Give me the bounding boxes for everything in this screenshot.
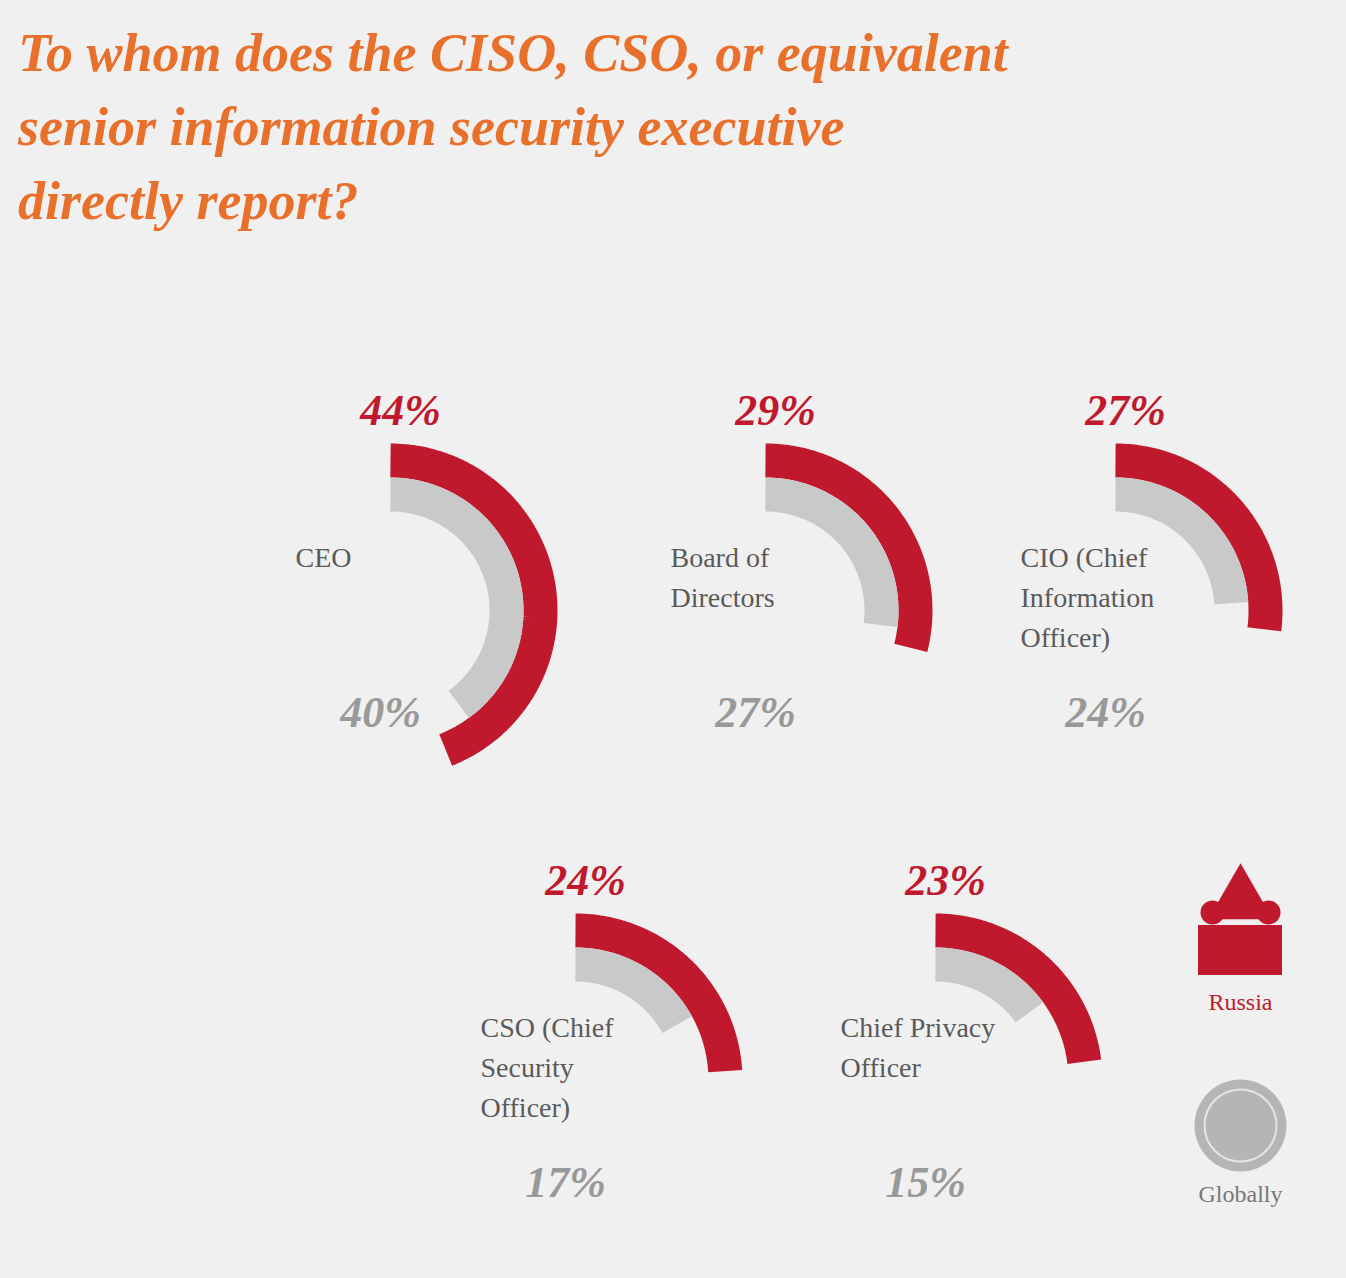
svg-text:Board ofDirectors: Board ofDirectors (671, 542, 775, 613)
svg-text:15%: 15% (885, 1158, 966, 1207)
svg-text:17%: 17% (525, 1158, 606, 1207)
svg-text:Russia: Russia (1208, 989, 1272, 1015)
svg-text:Globally: Globally (1199, 1181, 1283, 1207)
svg-text:23%: 23% (904, 856, 986, 905)
svg-text:Chief PrivacyOfficer: Chief PrivacyOfficer (841, 1012, 996, 1083)
svg-text:CSO (ChiefSecurityOfficer): CSO (ChiefSecurityOfficer) (481, 1012, 615, 1123)
svg-text:CEO: CEO (296, 542, 352, 573)
svg-text:27%: 27% (1084, 386, 1166, 435)
html-text:To whom does the CISO, CSO, or: To whom does the CISO, CSO, or equivalen… (18, 23, 1008, 231)
svg-text:27%: 27% (714, 688, 796, 737)
svg-text:24%: 24% (1064, 688, 1146, 737)
svg-text:24%: 24% (544, 856, 626, 905)
svg-text:40%: 40% (339, 688, 421, 737)
svg-text:CIO (ChiefInformationOfficer): CIO (ChiefInformationOfficer) (1021, 542, 1155, 653)
svg-text:44%: 44% (359, 386, 441, 435)
svg-text:29%: 29% (734, 386, 816, 435)
